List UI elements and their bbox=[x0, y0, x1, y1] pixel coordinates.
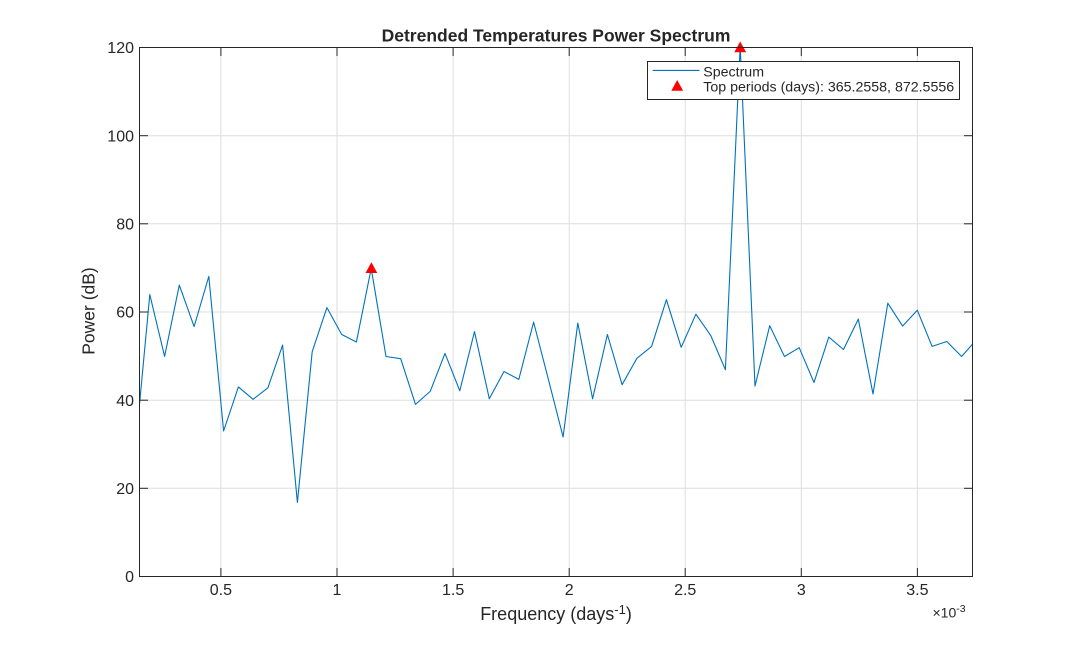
svg-text:Top periods (days): 365.2558,: Top periods (days): 365.2558, 872.5556 bbox=[703, 79, 954, 95]
svg-text:Spectrum: Spectrum bbox=[703, 65, 764, 81]
svg-text:3.5: 3.5 bbox=[906, 582, 928, 599]
svg-text:1: 1 bbox=[333, 582, 342, 599]
svg-text:60: 60 bbox=[116, 305, 134, 322]
svg-text:2: 2 bbox=[565, 582, 574, 599]
svg-text:0.5: 0.5 bbox=[210, 582, 232, 599]
svg-text:80: 80 bbox=[116, 217, 134, 234]
svg-text:Frequency (days-1): Frequency (days-1) bbox=[480, 602, 632, 624]
svg-text:Detrended Temperatures Power S: Detrended Temperatures Power Spectrum bbox=[382, 25, 731, 45]
svg-text:40: 40 bbox=[116, 393, 134, 410]
svg-text:2.5: 2.5 bbox=[674, 582, 696, 599]
svg-text:20: 20 bbox=[116, 481, 134, 498]
svg-text:100: 100 bbox=[107, 128, 134, 145]
svg-text:Power (dB): Power (dB) bbox=[79, 267, 99, 355]
svg-text:120: 120 bbox=[107, 40, 134, 57]
svg-text:3: 3 bbox=[797, 582, 806, 599]
svg-text:1.5: 1.5 bbox=[442, 582, 464, 599]
svg-text:0: 0 bbox=[125, 569, 134, 586]
